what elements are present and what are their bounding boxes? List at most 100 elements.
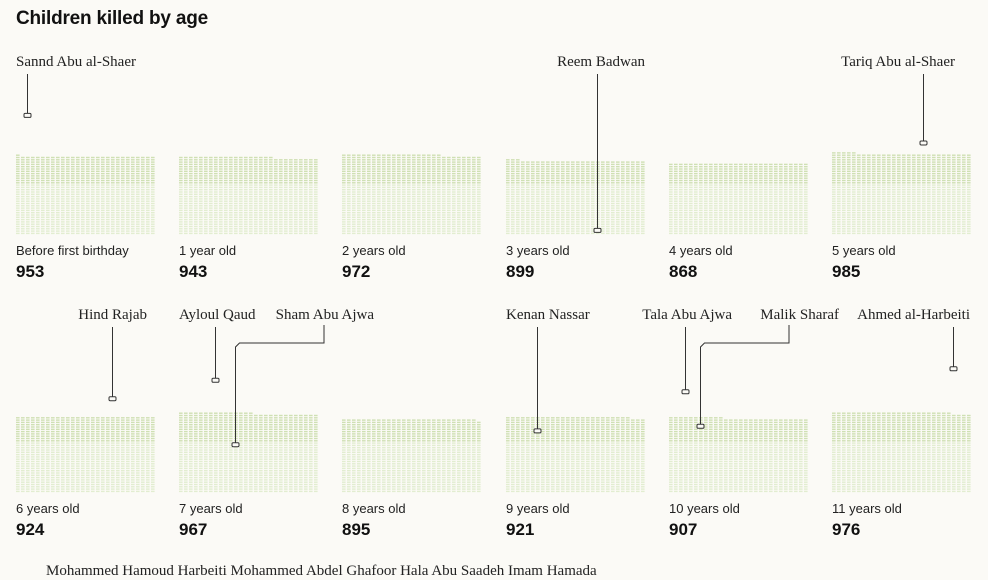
waffle-dot — [774, 212, 778, 213]
waffle-dot — [442, 182, 446, 183]
waffle-dot — [541, 198, 545, 199]
waffle-dot — [867, 214, 871, 215]
waffle-dot — [427, 166, 431, 167]
waffle-dot — [447, 226, 451, 227]
waffle-dot — [189, 175, 193, 176]
waffle-dot — [136, 201, 140, 202]
waffle-dot — [194, 161, 198, 162]
waffle-dot — [714, 214, 718, 215]
waffle-dot — [546, 196, 550, 197]
waffle-dot — [126, 178, 130, 179]
waffle-dot — [46, 221, 50, 222]
waffle-dot — [387, 173, 391, 174]
waffle-dot — [66, 196, 70, 197]
waffle-dot — [794, 198, 798, 199]
waffle-dot — [601, 210, 605, 211]
waffle-dot — [51, 217, 55, 218]
waffle-dot — [91, 189, 95, 190]
waffle-dot — [21, 175, 25, 176]
waffle-dot — [189, 196, 193, 197]
waffle-dot — [106, 214, 110, 215]
waffle-dot — [279, 214, 283, 215]
waffle-dot — [877, 228, 881, 229]
waffle-dot — [516, 159, 520, 160]
highlight-marker — [24, 113, 31, 117]
waffle-dot — [81, 219, 85, 220]
waffle-dot — [641, 168, 645, 169]
waffle-dot — [907, 233, 911, 234]
waffle-dot — [111, 196, 115, 197]
waffle-dot — [536, 184, 540, 185]
waffle-dot — [561, 175, 565, 176]
waffle-dot — [189, 228, 193, 229]
waffle-dot — [467, 161, 471, 162]
waffle-dot — [146, 182, 150, 183]
waffle-dot — [229, 171, 233, 172]
waffle-dot — [382, 184, 386, 185]
waffle-dot — [636, 166, 640, 167]
waffle-dot — [26, 214, 30, 215]
waffle-dot — [724, 166, 728, 167]
waffle-dot — [259, 171, 263, 172]
waffle-dot — [566, 166, 570, 167]
waffle-dot — [749, 189, 753, 190]
waffle-dot — [779, 189, 783, 190]
waffle-dot — [136, 196, 140, 197]
waffle-dot — [214, 212, 218, 213]
waffle-dot — [141, 182, 145, 183]
waffle-dot — [749, 171, 753, 172]
waffle-dot — [616, 201, 620, 202]
waffle-dot — [234, 221, 238, 222]
waffle-dot — [362, 191, 366, 192]
waffle-dot — [116, 173, 120, 174]
waffle-dot — [417, 219, 421, 220]
waffle-dot — [392, 187, 396, 188]
waffle-dot — [209, 207, 213, 208]
waffle-dot — [729, 203, 733, 204]
waffle-dot — [299, 226, 303, 227]
waffle-dot — [86, 214, 90, 215]
waffle-dot — [561, 226, 565, 227]
waffle-dot — [71, 226, 75, 227]
waffle-dot — [189, 161, 193, 162]
waffle-dot — [636, 203, 640, 204]
waffle-dot — [472, 230, 476, 231]
waffle-dot — [294, 173, 298, 174]
waffle-dot — [76, 191, 80, 192]
waffle-dot — [442, 175, 446, 176]
waffle-dot — [779, 203, 783, 204]
waffle-dot — [36, 198, 40, 199]
waffle-dot — [264, 198, 268, 199]
waffle-dot — [734, 178, 738, 179]
waffle-dot — [274, 187, 278, 188]
waffle-dot — [269, 230, 273, 231]
waffle-dot — [377, 178, 381, 179]
waffle-dot — [274, 230, 278, 231]
waffle-dot — [867, 233, 871, 234]
waffle-dot — [477, 214, 481, 215]
waffle-dot — [837, 210, 841, 211]
waffle-dot — [244, 230, 248, 231]
waffle-dot — [16, 217, 20, 218]
waffle-dot — [367, 205, 371, 206]
waffle-dot — [739, 230, 743, 231]
waffle-dot — [641, 217, 645, 218]
waffle-dot — [561, 207, 565, 208]
waffle-dot — [387, 187, 391, 188]
waffle-dot — [121, 175, 125, 176]
waffle-dot — [91, 228, 95, 229]
waffle-dot — [264, 175, 268, 176]
waffle-dot — [442, 219, 446, 220]
waffle-dot — [927, 228, 931, 229]
waffle-dot — [151, 217, 155, 218]
waffle-dot — [81, 171, 85, 172]
waffle-dot — [764, 166, 768, 167]
waffle-dot — [61, 214, 65, 215]
waffle-dot — [209, 191, 213, 192]
waffle-dot — [541, 205, 545, 206]
waffle-dot — [402, 194, 406, 195]
waffle-dot — [764, 182, 768, 183]
waffle-dot — [674, 191, 678, 192]
waffle-dot — [372, 180, 376, 181]
waffle-dot — [274, 228, 278, 229]
